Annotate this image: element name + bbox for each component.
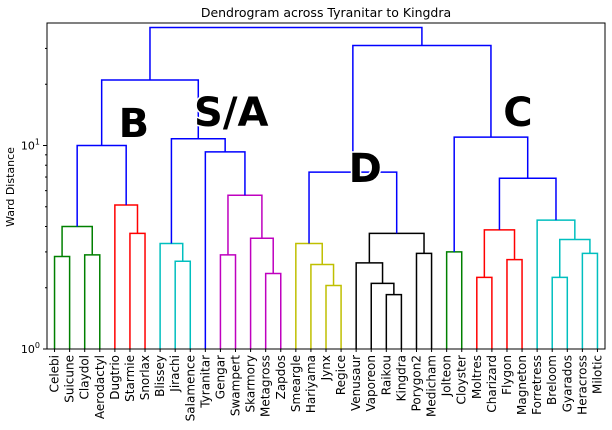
plot-frame (46, 22, 606, 350)
dendrogram-link-31 (536, 219, 576, 349)
leaf-label-magneton: Magneton (515, 355, 529, 415)
cluster-label-2: D (349, 146, 382, 192)
leaf-label-vaporeon: Vaporeon (364, 355, 378, 412)
dendrogram-link-17 (295, 242, 323, 349)
dendrogram-link-19 (370, 282, 395, 349)
dendrogram-link-24 (445, 251, 463, 349)
dendrogram-link-4 (114, 204, 139, 349)
dendrogram-link-9 (264, 272, 282, 349)
leaf-label-kingdra: Kingdra (394, 355, 408, 401)
leaf-label-venusaur: Venusaur (349, 355, 363, 411)
leaf-label-suicune: Suicune (63, 355, 77, 403)
cluster-label-0: B (119, 101, 150, 147)
dendrogram-link-0 (53, 255, 71, 349)
dendrogram-link-6 (174, 260, 192, 349)
leaf-label-jynx: Jynx (319, 355, 333, 381)
dendrogram-link-21 (415, 252, 433, 349)
leaf-label-breloom: Breloom (545, 355, 559, 405)
dendrogram-link-3 (129, 232, 146, 349)
dendrogram-link-34 (352, 44, 492, 173)
dendrogram-link-16 (310, 263, 335, 349)
y-tick-label-0: 100 (21, 341, 40, 356)
leaf-label-moltres: Moltres (470, 355, 484, 399)
leaf-label-aerodactyl: Aerodactyl (93, 355, 107, 419)
leaf-label-claydol: Claydol (78, 355, 92, 399)
leaf-label-metagross: Metagross (259, 355, 273, 417)
dendrogram-link-10 (249, 237, 274, 349)
cluster-annotations: B S/A D C (117, 88, 534, 193)
dendrogram-link-14 (100, 79, 200, 146)
dendrogram-link-32 (498, 177, 557, 230)
dendrogram-link-20 (355, 262, 384, 349)
axis-ticks: 100 101 Celebi Suicune Claydol Aerodactyl Dugt… (21, 47, 604, 421)
dendrogram-link-18 (385, 293, 403, 349)
dendrogram-link-33 (453, 136, 529, 252)
y-tick-label-1: 101 (21, 138, 40, 153)
dendrogram-link-15 (325, 284, 342, 349)
dendrogram-link-30 (559, 238, 591, 278)
cluster-label-3: C (503, 90, 532, 136)
leaf-label-gyarados: Gyarados (560, 355, 574, 412)
leaf-label-cloyster: Cloyster (455, 355, 469, 404)
dendrogram-link-23 (308, 171, 398, 244)
dendrogram-links (53, 26, 599, 349)
dendrogram-link-7 (159, 242, 184, 349)
dendrogram-link-25 (476, 276, 493, 349)
dendrogram-link-28 (551, 276, 569, 349)
leaf-label-jolteon: Jolteon (440, 355, 454, 397)
leaf-label-heracross: Heracross (575, 355, 589, 415)
leaf-label-zapdos: Zapdos (274, 355, 288, 399)
dendrogram-link-13 (170, 137, 226, 244)
leaf-label-regice: Regice (334, 355, 348, 395)
leaf-label-hariyama: Hariyama (304, 355, 318, 413)
leaf-label-jirachi: Jirachi (168, 355, 182, 393)
leaf-label-celebi: Celebi (48, 355, 62, 392)
dendrogram-link-29 (581, 252, 599, 349)
dendrogram-link-35 (149, 26, 423, 80)
dendrogram-link-27 (483, 229, 516, 278)
dendrogram-link-26 (506, 258, 523, 349)
dendrogram-link-12 (204, 151, 246, 349)
leaf-label-swampert: Swampert (229, 355, 243, 416)
leaf-label-tyranitar: Tyranitar (198, 355, 212, 409)
leaf-label-medicham: Medicham (425, 355, 439, 417)
leaf-label-salamence: Salamence (183, 355, 197, 421)
leaf-label-blissey: Blissey (153, 355, 167, 397)
dendrogram-link-1 (83, 254, 101, 349)
y-axis-label: Ward Distance (4, 147, 17, 227)
leaf-label-skarmory: Skarmory (244, 355, 258, 413)
leaf-label-starmie: Starmie (123, 355, 137, 402)
leaf-label-charizard: Charizard (485, 355, 499, 413)
leaf-label-flygon: Flygon (500, 355, 514, 395)
leaf-label-forretress: Forretress (530, 355, 544, 415)
dendrogram-link-8 (219, 254, 237, 349)
dendrogram-link-5 (76, 144, 127, 227)
leaf-label-snorlax: Snorlax (138, 355, 152, 400)
leaf-label-smeargle: Smeargle (289, 355, 303, 412)
leaf-label-dugtrio: Dugtrio (108, 355, 122, 400)
leaf-label-milotic: Milotic (590, 355, 604, 394)
chart-title: Dendrogram across Tyranitar to Kingdra (201, 5, 451, 20)
leaf-label-raikou: Raikou (379, 355, 393, 395)
dendrogram-link-11 (227, 194, 263, 255)
cluster-label-1: S/A (194, 90, 268, 136)
dendrogram-link-2 (61, 225, 93, 257)
dendrogram-link-22 (368, 232, 425, 263)
leaf-label-porygon2: Porygon2 (409, 355, 423, 411)
leaf-label-gengar: Gengar (213, 355, 227, 399)
